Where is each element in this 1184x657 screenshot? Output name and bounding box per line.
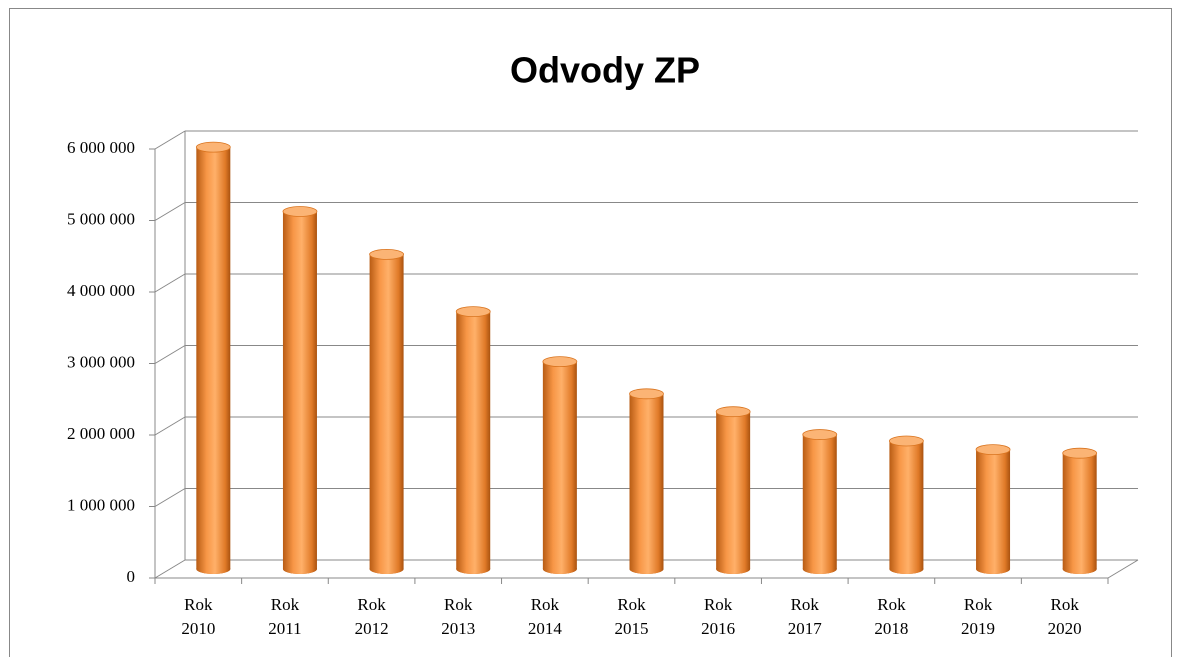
bar-body: [369, 254, 404, 569]
grid-line-side: [154, 559, 186, 579]
bar-body: [629, 393, 664, 569]
chart-title: Odvody ZP: [510, 50, 700, 91]
bar-top: [542, 356, 578, 368]
bar: [282, 206, 318, 574]
x-tick-label: Rok 2014: [528, 595, 563, 638]
bar-body: [542, 361, 577, 569]
bar-bottom-front: [282, 564, 317, 574]
x-tick-label: Rok 2017: [788, 595, 823, 638]
x-tick-label: Rok 2012: [355, 595, 389, 638]
bar-top: [715, 406, 751, 418]
bar-bottom-front: [889, 564, 924, 574]
grid-line-side: [154, 273, 186, 293]
bar-body: [456, 311, 491, 569]
bar-bottom-front: [456, 564, 491, 574]
bar-bottom-front: [629, 564, 664, 574]
x-tick-label: Rok 2019: [961, 595, 995, 638]
bar: [542, 356, 578, 574]
y-tick-label: 5 000 000: [67, 209, 135, 228]
x-tick-label: Rok 2020: [1048, 595, 1082, 638]
bar-top: [629, 388, 664, 400]
bar: [975, 444, 1011, 574]
y-tick-label: 2 000 000: [67, 424, 135, 443]
grid-line-side: [154, 345, 186, 364]
bar: [369, 248, 404, 574]
y-tick-label: 4 000 000: [67, 281, 135, 300]
bar-bottom-front: [196, 564, 231, 574]
bar: [1062, 447, 1098, 574]
bar-top: [195, 141, 231, 153]
grid-line-side: [154, 488, 186, 507]
y-tick-label: 1 000 000: [67, 495, 135, 514]
bar-body: [976, 449, 1011, 569]
bar-body: [196, 147, 231, 569]
floor-edge: [1107, 559, 1139, 579]
bar-bottom-front: [542, 564, 577, 574]
y-tick-label: 0: [127, 567, 136, 586]
y-tick-label: 3 000 000: [67, 352, 135, 371]
x-tick-label: Rok 2016: [701, 595, 735, 638]
bar: [715, 406, 751, 574]
bar-bottom-front: [976, 564, 1011, 574]
grid-line-side: [154, 416, 186, 436]
bar-top: [889, 435, 924, 447]
bar-body: [716, 411, 751, 569]
bar-bottom-front: [369, 564, 404, 574]
bar-top: [455, 306, 491, 318]
bar: [629, 388, 664, 574]
bar: [455, 306, 491, 574]
bar-body: [889, 441, 924, 569]
x-tick-label: Rok 2010: [181, 595, 215, 638]
grid-line-side: [154, 130, 186, 150]
y-tick-label: 6 000 000: [67, 138, 135, 157]
bar-body: [802, 434, 837, 569]
bar: [195, 141, 231, 574]
bar-body: [282, 211, 317, 569]
x-tick-label: Rok 2011: [268, 595, 301, 638]
x-tick-label: Rok 2015: [615, 595, 649, 638]
x-tick-label: Rok 2013: [441, 595, 475, 638]
bar-top: [975, 444, 1011, 455]
grid-line-side: [154, 202, 186, 221]
bar-bottom-front: [716, 564, 751, 574]
bar-top: [369, 248, 404, 260]
bar-top: [1062, 447, 1098, 459]
bar: [802, 429, 838, 574]
bar-top: [282, 206, 318, 217]
bar-bottom-front: [1062, 564, 1097, 574]
bar: [889, 435, 924, 574]
x-tick-label: Rok 2018: [874, 595, 908, 638]
bar-bottom-front: [802, 564, 837, 574]
bar-top: [802, 429, 838, 440]
bar-body: [1062, 453, 1097, 569]
